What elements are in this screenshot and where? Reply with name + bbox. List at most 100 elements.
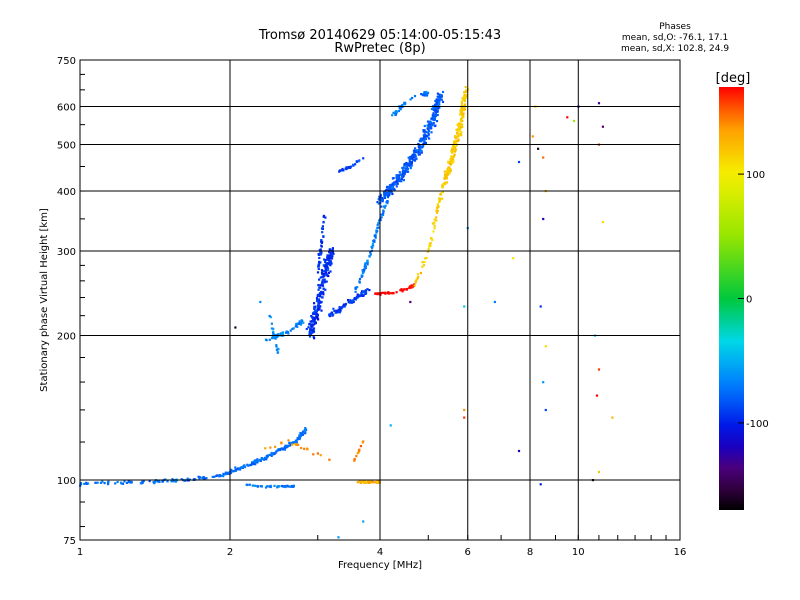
echo-point <box>322 274 325 277</box>
echo-point <box>316 298 319 301</box>
echo-point <box>321 240 324 243</box>
echo-point <box>298 435 301 438</box>
echo-point <box>107 483 110 486</box>
echo-point <box>449 167 452 170</box>
echo-point <box>320 239 323 242</box>
echo-point <box>404 171 407 174</box>
echo-point <box>310 332 313 335</box>
echo-point <box>216 474 219 477</box>
echo-point <box>403 162 406 166</box>
echo-point <box>396 178 399 181</box>
echo-point <box>429 242 432 245</box>
y-axis-label: Stationary phase Virtual Height [km] <box>39 208 50 392</box>
echo-point <box>369 251 372 254</box>
echo-point <box>400 289 403 292</box>
x-tick-label: 1 <box>77 547 83 558</box>
echo-point <box>601 220 604 224</box>
echo-point <box>326 258 329 261</box>
echo-point <box>309 320 312 323</box>
echo-point <box>460 100 463 103</box>
echo-point <box>370 480 373 484</box>
echo-point <box>379 218 382 222</box>
echo-point <box>376 293 379 296</box>
echo-point <box>422 130 425 133</box>
echo-point <box>320 245 323 248</box>
echo-point <box>321 225 324 228</box>
echo-point <box>336 310 339 313</box>
echo-point <box>436 95 439 98</box>
echo-point <box>353 458 356 461</box>
echo-point <box>324 267 328 270</box>
echo-point <box>464 94 468 97</box>
echo-point <box>372 239 375 242</box>
echo-point <box>127 479 130 482</box>
echo-point <box>409 285 412 288</box>
echo-point <box>252 460 255 463</box>
echo-point <box>435 219 438 222</box>
colorbar-ticks: 100 0 -100 <box>738 170 769 430</box>
echo-point <box>395 110 398 113</box>
echo-point <box>402 166 405 169</box>
echo-point <box>352 299 355 302</box>
echo-point <box>362 481 365 484</box>
echo-point <box>435 101 438 104</box>
echo-point <box>414 155 417 158</box>
echo-point <box>357 160 360 163</box>
echo-point <box>323 278 326 281</box>
echo-point <box>368 289 371 292</box>
echo-point <box>286 484 289 487</box>
echo-point <box>322 264 325 267</box>
echo-point <box>292 327 295 330</box>
echo-point <box>391 186 394 189</box>
echo-point <box>361 290 365 293</box>
echo-point <box>251 484 254 487</box>
echo-point <box>374 236 377 239</box>
echo-point <box>315 299 319 303</box>
echo-point <box>161 480 164 483</box>
echo-point <box>403 288 406 291</box>
echo-point <box>441 186 444 189</box>
echo-point <box>432 112 435 115</box>
echo-point <box>264 447 267 450</box>
echo-point <box>455 140 458 143</box>
echo-point <box>460 134 463 137</box>
echo-point <box>340 306 343 309</box>
echo-point <box>452 155 455 158</box>
echo-point <box>354 287 357 290</box>
echo-point <box>463 91 466 94</box>
echo-point <box>326 268 329 271</box>
echo-point <box>413 149 416 152</box>
echo-point <box>329 259 332 263</box>
echo-point <box>434 109 437 112</box>
echo-point <box>329 255 332 258</box>
echo-point <box>318 293 322 296</box>
echo-point <box>432 122 435 125</box>
echo-point <box>320 269 324 272</box>
echo-point <box>171 478 174 481</box>
echo-point <box>453 141 456 144</box>
echo-point <box>328 257 331 260</box>
echo-point <box>317 284 320 287</box>
echo-point <box>417 276 420 279</box>
echo-point <box>453 146 456 149</box>
echo-point <box>356 286 359 289</box>
echo-point <box>421 265 424 268</box>
echo-point <box>420 137 423 140</box>
echo-point <box>463 305 466 308</box>
echo-point <box>407 156 410 159</box>
colorbar-tick-label: 100 <box>746 170 765 181</box>
echo-point <box>544 408 547 412</box>
echo-point <box>403 102 406 105</box>
echo-point <box>380 213 383 216</box>
echo-point <box>322 235 325 238</box>
echo-point <box>383 206 386 209</box>
echo-point <box>572 119 576 123</box>
echo-point <box>438 103 441 106</box>
echo-point <box>421 261 424 264</box>
echo-point <box>424 137 427 140</box>
echo-point <box>300 321 303 324</box>
echo-point <box>376 224 379 227</box>
echo-point <box>316 293 319 296</box>
echo-point <box>360 294 363 297</box>
echo-point <box>419 149 422 152</box>
